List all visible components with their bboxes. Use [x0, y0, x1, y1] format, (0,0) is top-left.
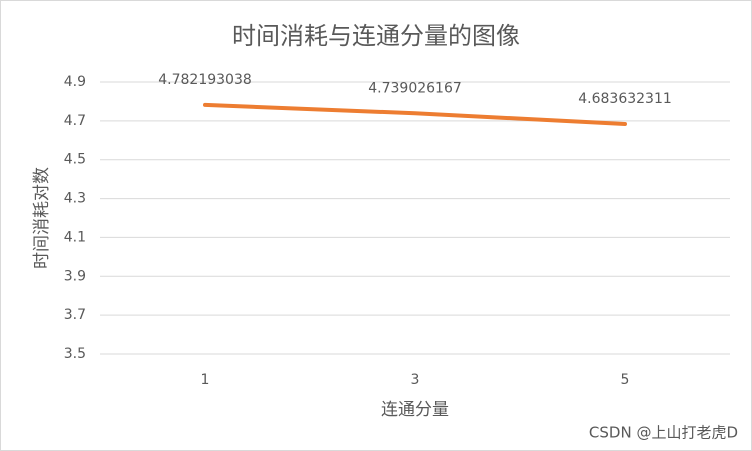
x-tick-label: 5: [621, 372, 630, 388]
y-tick-label: 4.1: [64, 229, 86, 245]
chart-title: 时间消耗与连通分量的图像: [232, 22, 520, 50]
x-tick-label: 1: [201, 372, 210, 388]
data-label: 4.739026167: [368, 80, 462, 96]
data-label: 4.683632311: [578, 91, 672, 107]
y-tick-label: 3.9: [64, 268, 86, 284]
x-tick-label: 3: [411, 372, 420, 388]
y-tick-label: 3.5: [64, 346, 86, 362]
data-label: 4.782193038: [158, 72, 252, 88]
series-line: [203, 102, 627, 127]
y-tick-label: 4.3: [64, 191, 86, 207]
y-axis-label: 时间消耗对数: [32, 167, 52, 269]
y-tick-label: 4.5: [64, 152, 86, 168]
x-axis-label: 连通分量: [381, 400, 449, 420]
y-tick-label: 4.7: [64, 113, 86, 129]
watermark: CSDN @上山打老虎D: [589, 424, 738, 442]
y-tick-label: 3.7: [64, 307, 86, 323]
y-tick-label: 4.9: [64, 74, 86, 90]
